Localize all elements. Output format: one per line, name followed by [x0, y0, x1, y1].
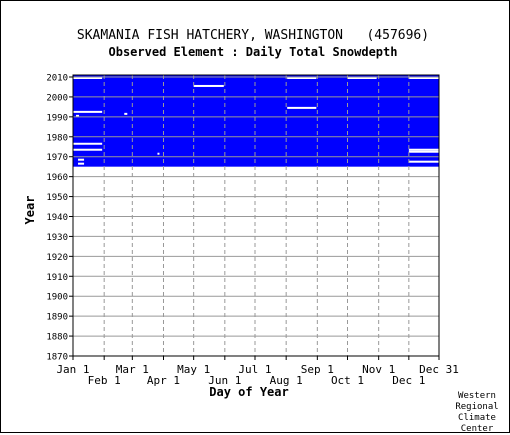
missing-data-segment: [408, 76, 439, 79]
missing-data-segment: [347, 76, 377, 79]
chart-subtitle: Observed Element : Daily Total Snowdepth: [109, 45, 398, 59]
missing-data-segment: [78, 162, 85, 165]
x-tick-label: Nov 1: [362, 363, 395, 376]
missing-data-segment: [408, 160, 439, 163]
missing-data-segment: [76, 114, 80, 117]
credit-line: Climate: [458, 413, 496, 423]
credit-line: Center: [460, 424, 494, 434]
missing-data-segment: [287, 76, 317, 79]
x-tick-label: Jul 1: [238, 363, 271, 376]
missing-data-segment: [124, 112, 128, 115]
y-tick-label: 1890: [46, 313, 68, 323]
x-tick-label: May 1: [177, 363, 210, 376]
missing-data-segment: [73, 110, 103, 113]
y-tick-label: 1930: [46, 233, 68, 243]
missing-data-segment: [408, 148, 439, 151]
x-tick-label: Dec 31: [419, 363, 459, 376]
y-tick-label: 1870: [46, 353, 68, 363]
x-axis-label: Day of Year: [209, 385, 288, 399]
credit-line: Western: [458, 391, 496, 401]
x-tick-label: Mar 1: [116, 363, 149, 376]
missing-data-segment: [73, 148, 103, 151]
y-tick-label: 1980: [46, 133, 68, 143]
x-tick-label: Dec 1: [392, 374, 425, 387]
y-tick-label: 1910: [46, 273, 68, 283]
missing-data-segment: [193, 84, 224, 87]
observed-data-block: [73, 75, 439, 167]
y-axis-label: Year: [23, 196, 37, 225]
plot-border: [72, 74, 440, 357]
data-layer: [73, 75, 439, 167]
missing-data-segment: [408, 150, 439, 153]
x-tick-label: Aug 1: [270, 374, 303, 387]
x-tick-label: Feb 1: [88, 374, 121, 387]
y-tick-label: 2010: [46, 73, 68, 83]
y-tick-label: 1920: [46, 253, 68, 263]
y-tick-label: 2000: [46, 93, 68, 103]
x-tick-label: Sep 1: [301, 363, 334, 376]
x-tick-label: Jan 1: [56, 363, 89, 376]
credit-line: Regional: [455, 402, 499, 412]
y-tick-label: 1970: [46, 153, 68, 163]
missing-data-segment: [157, 152, 160, 155]
axis-layer: 1870 1880 1890 1900 1910 1920 1930 1940 1950 1960…: [46, 73, 459, 387]
x-tick-label: Apr 1: [147, 374, 180, 387]
missing-data-segment: [287, 106, 317, 109]
y-tick-label: 1900: [46, 293, 68, 303]
y-tick-label: 1990: [46, 113, 68, 123]
chart-title: SKAMANIA FISH HATCHERY, WASHINGTON (4576…: [77, 28, 429, 43]
y-tick-label: 1880: [46, 333, 68, 343]
x-tick-label: Jun 1: [208, 374, 241, 387]
missing-data-segment: [73, 76, 103, 79]
y-tick-label: 1940: [46, 213, 68, 223]
x-tick-label: Oct 1: [331, 374, 364, 387]
missing-data-segment: [73, 142, 103, 145]
y-tick-label: 1960: [46, 173, 68, 183]
y-tick-label: 1950: [46, 193, 68, 203]
missing-data-segment: [78, 158, 85, 161]
credit-block: Western Regional Climate Center: [449, 391, 505, 435]
grid-layer: [72, 75, 440, 357]
